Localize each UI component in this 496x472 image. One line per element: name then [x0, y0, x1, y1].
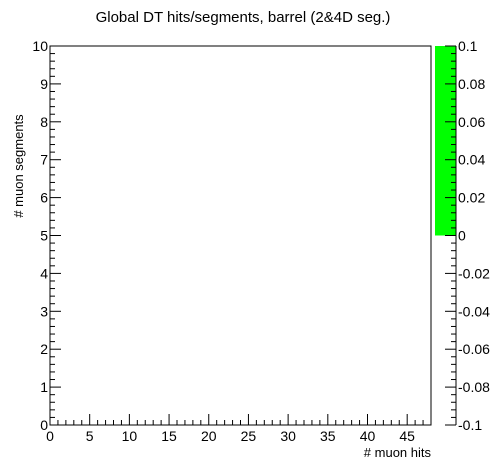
color-scale-tick-label: 0.02 [458, 190, 485, 206]
plot-frame [49, 45, 432, 426]
color-scale-tick-label: 0.06 [458, 114, 485, 130]
color-scale-tick-label: -0.02 [458, 265, 490, 281]
y-tick-label: 9 [40, 76, 48, 92]
color-scale-tick-label: 0.08 [458, 76, 485, 92]
x-tick-label: 0 [46, 428, 54, 444]
x-tick-label: 40 [360, 428, 376, 444]
x-tick-label: 35 [320, 428, 336, 444]
y-tick-label: 0 [40, 417, 48, 433]
y-tick-label: 4 [40, 265, 48, 281]
x-tick-label: 30 [280, 428, 296, 444]
color-scale-tick-label: -0.04 [458, 303, 490, 319]
y-tick-label: 1 [40, 379, 48, 395]
x-axis-label: # muon hits [364, 445, 432, 460]
x-tick-label: 25 [241, 428, 257, 444]
x-tick-label: 20 [201, 428, 217, 444]
y-tick-label: 6 [40, 190, 48, 206]
y-tick-label: 5 [40, 228, 48, 244]
x-tick-label: 45 [399, 428, 415, 444]
color-scale-tick-label: 0.04 [458, 152, 485, 168]
y-axis: 0 1 2 3 4 5 6 7 8 9 10 [32, 38, 61, 433]
y-tick-label: 10 [32, 38, 48, 54]
color-scale-tick-label: -0.08 [458, 379, 490, 395]
y-tick-label: 3 [40, 303, 48, 319]
x-tick-label: 15 [161, 428, 177, 444]
color-scale-tick-label: 0.1 [458, 38, 478, 54]
x-tick-label: 10 [122, 428, 138, 444]
y-tick-label: 7 [40, 152, 48, 168]
chart-title: Global DT hits/segments, barrel (2&4D se… [96, 9, 391, 26]
color-scale: 0.1 0.08 0.06 0.04 0.02 0 -0.02 -0.04 -0.06 -0.08… [435, 38, 490, 433]
color-scale-tick-label: -0.1 [458, 417, 482, 433]
color-scale-tick-label: 0 [458, 228, 466, 244]
y-tick-label: 8 [40, 114, 48, 130]
y-axis-label: # muon segments [11, 114, 26, 218]
color-scale-fill [435, 46, 456, 236]
color-scale-tick-label: -0.06 [458, 341, 490, 357]
x-axis: 0 5 10 15 20 25 30 35 40 45 [46, 414, 432, 444]
y-tick-label: 2 [40, 341, 48, 357]
x-tick-label: 5 [86, 428, 94, 444]
